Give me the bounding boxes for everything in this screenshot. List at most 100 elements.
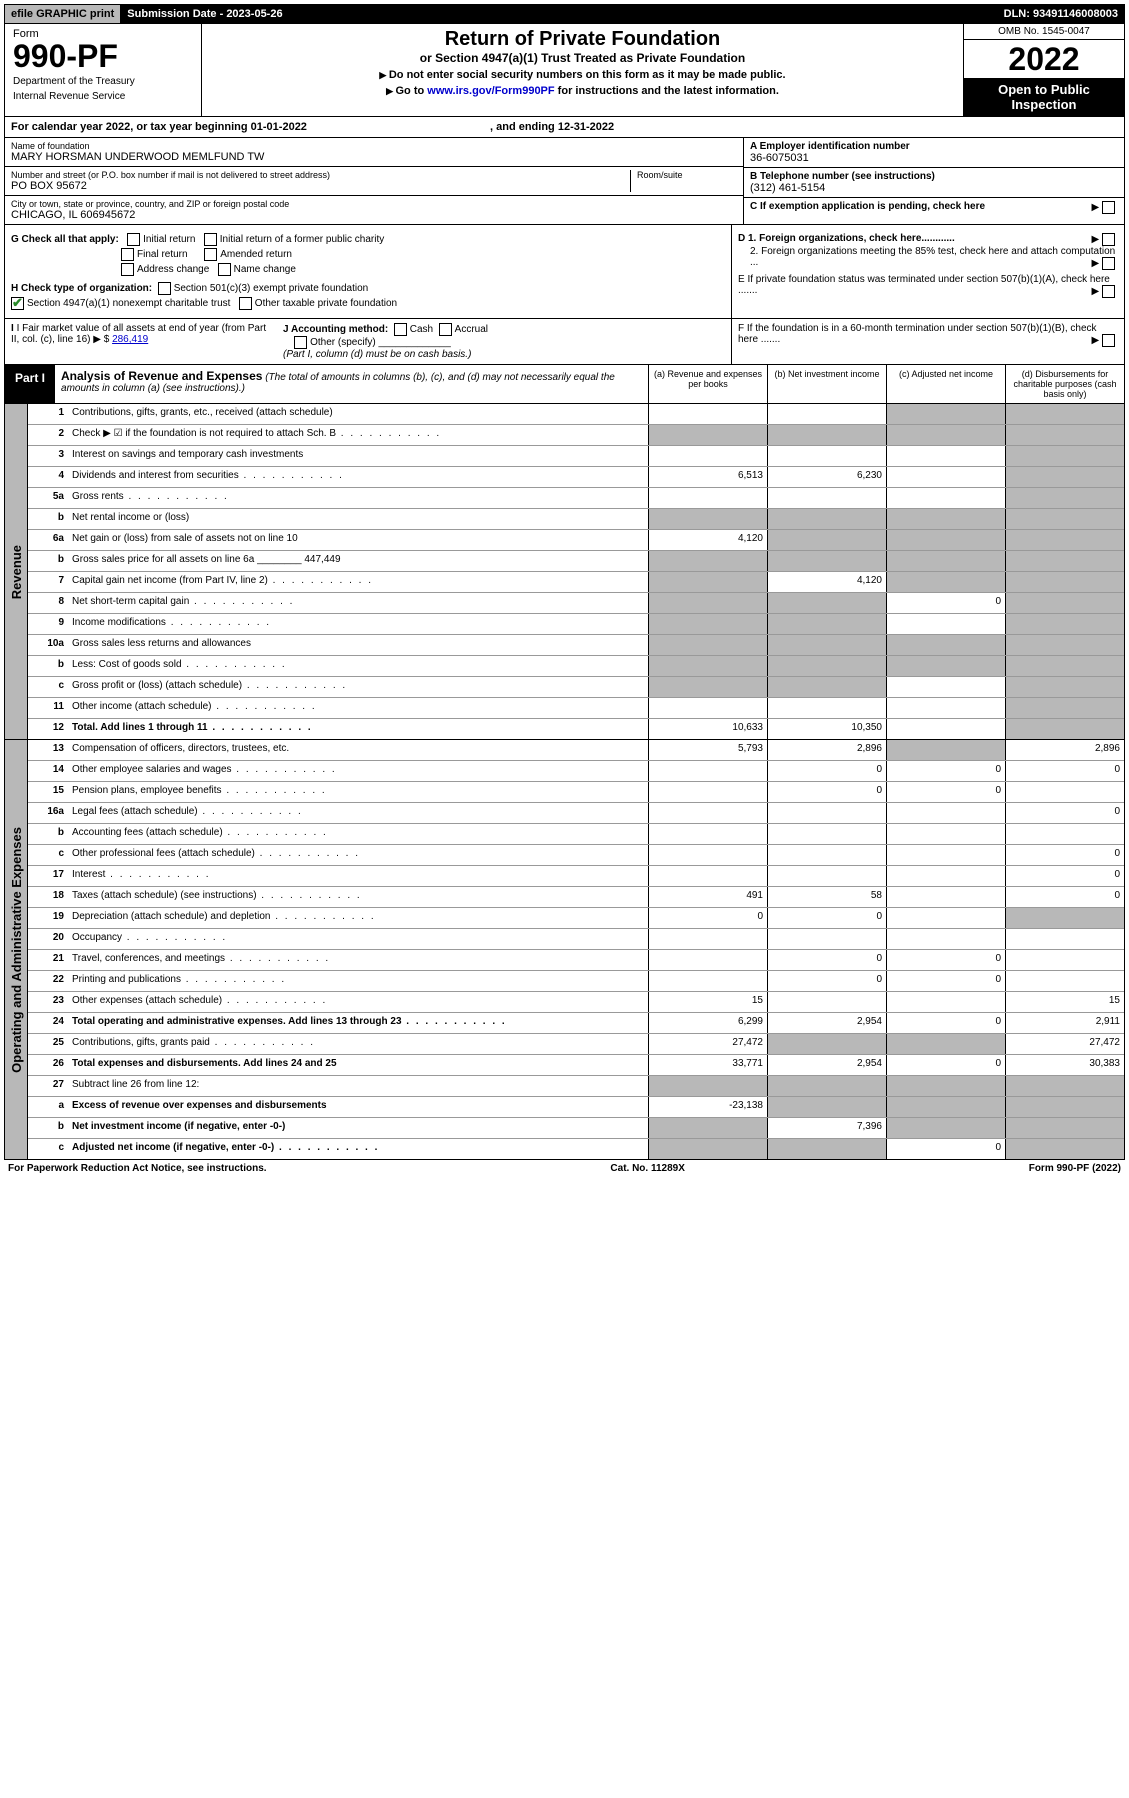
cell-col-c: 0 xyxy=(886,761,1005,781)
cell-col-c xyxy=(886,1097,1005,1117)
top-bar: efile GRAPHIC print Submission Date - 20… xyxy=(4,4,1125,24)
line-row: 12Total. Add lines 1 through 1110,63310,… xyxy=(28,719,1124,739)
line-row: 24Total operating and administrative exp… xyxy=(28,1013,1124,1034)
h-label: H Check type of organization: xyxy=(11,284,152,295)
line-row: 23Other expenses (attach schedule)1515 xyxy=(28,992,1124,1013)
cell-col-a: 4,120 xyxy=(648,530,767,550)
f-cb[interactable] xyxy=(1102,334,1115,347)
line-number: 24 xyxy=(28,1013,68,1033)
line-label: Check ▶ ☑ if the foundation is not requi… xyxy=(68,425,648,445)
form-title: Return of Private Foundation xyxy=(206,28,959,51)
cell-col-a: 0 xyxy=(648,908,767,928)
cell-col-c xyxy=(886,803,1005,823)
cell-col-d: 0 xyxy=(1005,887,1124,907)
cell-col-a xyxy=(648,677,767,697)
cell-col-a xyxy=(648,1139,767,1159)
form-subtitle: or Section 4947(a)(1) Trust Treated as P… xyxy=(206,51,959,65)
line-label: Contributions, gifts, grants, etc., rece… xyxy=(68,404,648,424)
efile-label[interactable]: efile GRAPHIC print xyxy=(5,5,121,23)
cell-col-a xyxy=(648,950,767,970)
form990pf-link[interactable]: www.irs.gov/Form990PF xyxy=(427,85,554,97)
4947-cb[interactable] xyxy=(11,297,24,310)
line-row: 20Occupancy xyxy=(28,929,1124,950)
initial-return-cb[interactable] xyxy=(127,233,140,246)
cell-col-b: 0 xyxy=(767,908,886,928)
cell-col-b xyxy=(767,1034,886,1054)
name-change-cb[interactable] xyxy=(218,263,231,276)
501c3-cb[interactable] xyxy=(158,282,171,295)
line-label: Gross rents xyxy=(68,488,648,508)
line-label: Interest on savings and temporary cash i… xyxy=(68,446,648,466)
note-goto: Go to www.irs.gov/Form990PF for instruct… xyxy=(206,85,959,97)
room-label: Room/suite xyxy=(637,170,737,180)
final-return-cb[interactable] xyxy=(121,248,134,261)
cell-col-a xyxy=(648,488,767,508)
line-label: Net rental income or (loss) xyxy=(68,509,648,529)
initial-former-cb[interactable] xyxy=(204,233,217,246)
fmv-row: I I Fair market value of all assets at e… xyxy=(4,319,1125,365)
e-cb[interactable] xyxy=(1102,285,1115,298)
line-row: 15Pension plans, employee benefits00 xyxy=(28,782,1124,803)
addr-change-cb[interactable] xyxy=(121,263,134,276)
cell-col-c xyxy=(886,467,1005,487)
f-label: F If the foundation is in a 60-month ter… xyxy=(738,323,1097,345)
line-label: Other professional fees (attach schedule… xyxy=(68,845,648,865)
cell-col-b: 0 xyxy=(767,971,886,991)
d2-cb[interactable] xyxy=(1102,257,1115,270)
line-number: b xyxy=(28,656,68,676)
cash-cb[interactable] xyxy=(394,323,407,336)
line-row: 26Total expenses and disbursements. Add … xyxy=(28,1055,1124,1076)
d1-label: D 1. Foreign organizations, check here..… xyxy=(738,233,955,244)
cell-col-d xyxy=(1005,719,1124,739)
line-label: Total. Add lines 1 through 11 xyxy=(68,719,648,739)
line-number: 22 xyxy=(28,971,68,991)
cell-col-b xyxy=(767,635,886,655)
cell-col-a: 27,472 xyxy=(648,1034,767,1054)
line-label: Pension plans, employee benefits xyxy=(68,782,648,802)
line-row: 4Dividends and interest from securities6… xyxy=(28,467,1124,488)
revenue-table: Revenue 1Contributions, gifts, grants, e… xyxy=(4,404,1125,740)
cell-col-d xyxy=(1005,467,1124,487)
cell-col-a xyxy=(648,803,767,823)
cell-col-a xyxy=(648,698,767,718)
cell-col-d xyxy=(1005,425,1124,445)
entity-block: Name of foundation MARY HORSMAN UNDERWOO… xyxy=(4,138,1125,225)
g-label: G Check all that apply: xyxy=(11,235,119,246)
cell-col-d xyxy=(1005,635,1124,655)
addr-label: Number and street (or P.O. box number if… xyxy=(11,170,630,180)
cell-col-b xyxy=(767,488,886,508)
line-row: bGross sales price for all assets on lin… xyxy=(28,551,1124,572)
cell-col-d xyxy=(1005,1118,1124,1138)
cell-col-a: 33,771 xyxy=(648,1055,767,1075)
line-number: 3 xyxy=(28,446,68,466)
cell-col-b xyxy=(767,803,886,823)
cell-col-b: 2,954 xyxy=(767,1055,886,1075)
line-row: 9Income modifications xyxy=(28,614,1124,635)
cell-col-d xyxy=(1005,614,1124,634)
other-taxable-cb[interactable] xyxy=(239,297,252,310)
c-checkbox[interactable] xyxy=(1102,201,1115,214)
cell-col-c: 0 xyxy=(886,950,1005,970)
cell-col-b xyxy=(767,446,886,466)
cell-col-b xyxy=(767,614,886,634)
part1-badge: Part I xyxy=(5,365,55,403)
line-number: 9 xyxy=(28,614,68,634)
other-method-cb[interactable] xyxy=(294,336,307,349)
amended-cb[interactable] xyxy=(204,248,217,261)
cell-col-c xyxy=(886,614,1005,634)
cell-col-c: 0 xyxy=(886,1139,1005,1159)
line-number: 26 xyxy=(28,1055,68,1075)
cell-col-a: -23,138 xyxy=(648,1097,767,1117)
d1-cb[interactable] xyxy=(1102,233,1115,246)
line-row: 1Contributions, gifts, grants, etc., rec… xyxy=(28,404,1124,425)
foundation-name: MARY HORSMAN UNDERWOOD MEMLFUND TW xyxy=(11,151,737,163)
cell-col-a xyxy=(648,572,767,592)
accrual-cb[interactable] xyxy=(439,323,452,336)
cell-col-b xyxy=(767,845,886,865)
line-number: 17 xyxy=(28,866,68,886)
cell-col-a xyxy=(648,1118,767,1138)
line-number: 10a xyxy=(28,635,68,655)
line-number: 14 xyxy=(28,761,68,781)
cell-col-b xyxy=(767,656,886,676)
revenue-side-label: Revenue xyxy=(5,404,28,739)
